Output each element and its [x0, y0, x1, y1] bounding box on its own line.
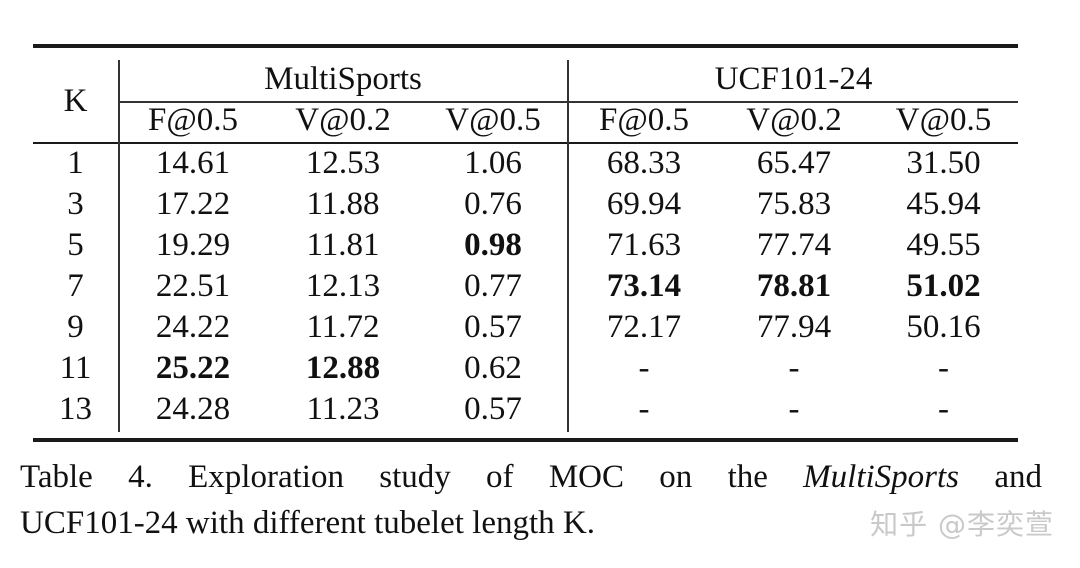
caption-line-2: UCF101-24 with different tubelet length …	[20, 505, 595, 541]
row-k-value: 11	[59, 350, 92, 386]
table-cell: -	[638, 350, 650, 386]
table-cell: -	[938, 391, 949, 427]
table-cell: 19.29	[155, 227, 231, 263]
table-cell: 68.33	[606, 145, 682, 181]
table-cell: 0.77	[464, 268, 522, 304]
table-cell: 24.22	[155, 309, 231, 345]
table-cell: 12.13	[305, 268, 381, 304]
subheader-cell: F@0.5	[599, 102, 689, 138]
table-cell: -	[788, 350, 800, 386]
subheader-cell: V@0.5	[895, 102, 992, 138]
table-cell: 12.88	[305, 350, 381, 386]
table-caption: Table 4. Exploration study of MOC on the MultiSp…	[20, 454, 1042, 546]
table-cell: 12.53	[305, 145, 381, 181]
caption-word: study	[379, 459, 451, 495]
table-cell: 31.50	[906, 145, 981, 181]
table-cell: 11.81	[306, 227, 380, 263]
subheader-cell: V@0.2	[295, 102, 391, 138]
table-cell: 78.81	[756, 268, 832, 304]
table-cell: -	[638, 391, 650, 427]
table-cell: 65.47	[756, 145, 832, 181]
table-cell: 75.83	[756, 186, 832, 222]
caption-line-1: Table 4. Exploration study of MOC on the MultiSp…	[20, 454, 1042, 500]
table-cell: 0.76	[464, 186, 522, 222]
table-cell: 24.28	[155, 391, 231, 427]
table-cell: 11.72	[306, 309, 380, 345]
table-cell: 11.88	[306, 186, 380, 222]
subheader-cell: V@0.2	[746, 102, 842, 138]
table-cell: 0.98	[464, 227, 522, 263]
table-cell: 45.94	[906, 186, 981, 222]
caption-word: on	[659, 459, 693, 495]
caption-word: Table	[20, 459, 93, 495]
row-k-value: 7	[67, 268, 84, 304]
ucf-subheader-rule	[569, 101, 1018, 103]
table-cell: 11.23	[306, 391, 380, 427]
row-k-value: 5	[67, 227, 84, 263]
caption-word: Exploration	[188, 459, 344, 495]
table-bottom-rule	[33, 438, 1018, 442]
table-cell: 69.94	[606, 186, 682, 222]
group-header-ucf101-24: UCF101-24	[714, 61, 873, 97]
caption-word: MOC	[548, 459, 624, 495]
table-cell: 77.74	[756, 227, 832, 263]
subheader-cell: F@0.5	[148, 102, 238, 138]
table-cell: 14.61	[155, 145, 231, 181]
table-cell: -	[938, 350, 949, 386]
table-cell: -	[788, 391, 800, 427]
row-k-value: 13	[59, 391, 92, 427]
caption-word: and	[994, 459, 1042, 495]
table-header-rule	[33, 142, 1018, 144]
table-cell: 0.57	[464, 309, 522, 345]
table-cell: 50.16	[906, 309, 981, 345]
table-cell: 51.02	[906, 268, 981, 304]
group-header-multisports: MultiSports	[264, 61, 422, 97]
watermark: 知乎 @李奕萱	[870, 508, 1054, 541]
table-cell: 49.55	[906, 227, 981, 263]
k-column-header: K	[63, 83, 88, 119]
row-k-value: 3	[67, 186, 84, 222]
k-column-divider	[118, 60, 120, 432]
table-cell: 0.62	[464, 350, 522, 386]
table-cell: 71.63	[606, 227, 682, 263]
table-cell: 0.57	[464, 391, 522, 427]
table-cell: 72.17	[606, 309, 682, 345]
caption-word: MultiSports	[803, 459, 960, 495]
table-cell: 22.51	[155, 268, 231, 304]
row-k-value: 9	[67, 309, 84, 345]
table-cell: 17.22	[155, 186, 231, 222]
caption-word: of	[486, 459, 514, 495]
caption-word: the	[727, 459, 768, 495]
table-top-rule	[33, 44, 1018, 48]
table-cell: 73.14	[606, 268, 682, 304]
row-k-value: 1	[67, 145, 84, 181]
table-cell: 1.06	[464, 145, 522, 181]
caption-word: 4.	[128, 459, 153, 495]
dataset-column-divider	[567, 60, 569, 432]
table-cell: 25.22	[155, 350, 231, 386]
table-cell: 77.94	[756, 309, 832, 345]
multisports-subheader-rule	[118, 101, 568, 103]
subheader-cell: V@0.5	[445, 102, 541, 138]
